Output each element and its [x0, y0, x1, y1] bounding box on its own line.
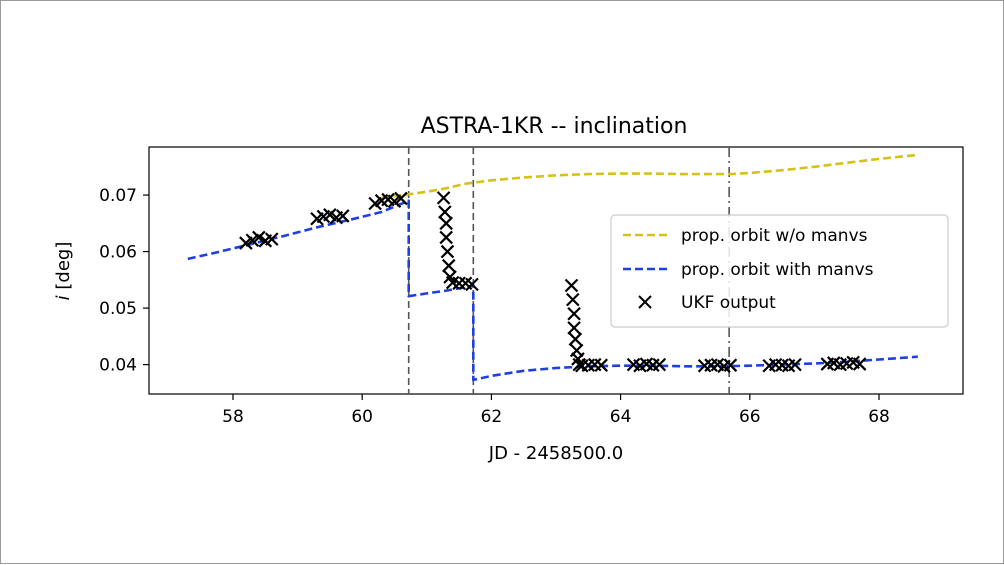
- y-axis-label: i [deg]: [53, 242, 74, 301]
- legend: prop. orbit w/o manvs prop. orbit with m…: [610, 214, 949, 328]
- ukf-point: [439, 216, 453, 231]
- y-axis-symbol: i: [53, 295, 74, 300]
- ukf-point: [567, 306, 581, 321]
- ukf-point: [568, 332, 583, 346]
- ukf-point: [566, 292, 580, 307]
- ukf-point: [252, 230, 266, 245]
- ukf-point: [567, 321, 581, 335]
- x-tick-label: 58: [222, 407, 244, 427]
- x-tick-label: 68: [868, 407, 890, 427]
- svg-text:i [deg]: i [deg]: [53, 242, 74, 301]
- ukf-point: [394, 191, 408, 206]
- legend-box: [610, 214, 949, 328]
- ukf-point: [336, 209, 350, 223]
- y-tick-label: 0.04: [99, 356, 137, 376]
- ukf-point: [436, 191, 451, 205]
- ukf-point: [465, 277, 479, 292]
- ukf-point: [441, 258, 456, 273]
- y-tick-label: 0.07: [99, 186, 137, 206]
- x-axis-label: JD - 2458500.0: [488, 443, 623, 464]
- legend-swatch-x-marker: [638, 295, 652, 309]
- chart-title: ASTRA-1KR -- inclination: [421, 114, 688, 139]
- y-tick-label: 0.05: [99, 299, 137, 319]
- legend-label-without-manvs: prop. orbit w/o manvs: [681, 226, 868, 246]
- ukf-markers: [239, 191, 867, 374]
- ukf-point: [652, 357, 667, 372]
- y-axis-unit: [deg]: [53, 242, 74, 290]
- legend-label-with-manvs: prop. orbit with manvs: [681, 260, 874, 280]
- ukf-point: [852, 357, 867, 371]
- legend-label-ukf: UKF output: [681, 293, 776, 313]
- series-line-0: [381, 153, 918, 200]
- ukf-point: [438, 205, 452, 219]
- ukf-point: [564, 278, 579, 293]
- y-axis-ticks: 0.04 0.05 0.06 0.07: [99, 186, 149, 376]
- ukf-point: [723, 358, 738, 372]
- ukf-point: [788, 357, 802, 372]
- series-line-1: [187, 199, 918, 382]
- x-tick-label: 62: [481, 407, 503, 427]
- x-tick-label: 60: [351, 407, 373, 427]
- legend-x-glyph: [638, 295, 652, 309]
- y-tick-label: 0.06: [99, 243, 137, 263]
- x-axis-ticks: 58 60 62 64 66 68: [222, 394, 890, 427]
- ukf-point: [440, 244, 455, 259]
- x-tick-label: 64: [610, 407, 632, 427]
- ukf-point: [439, 230, 453, 245]
- ukf-point: [264, 232, 279, 246]
- ukf-point: [594, 358, 608, 372]
- series-lines: [187, 153, 918, 382]
- x-tick-label: 66: [739, 407, 761, 427]
